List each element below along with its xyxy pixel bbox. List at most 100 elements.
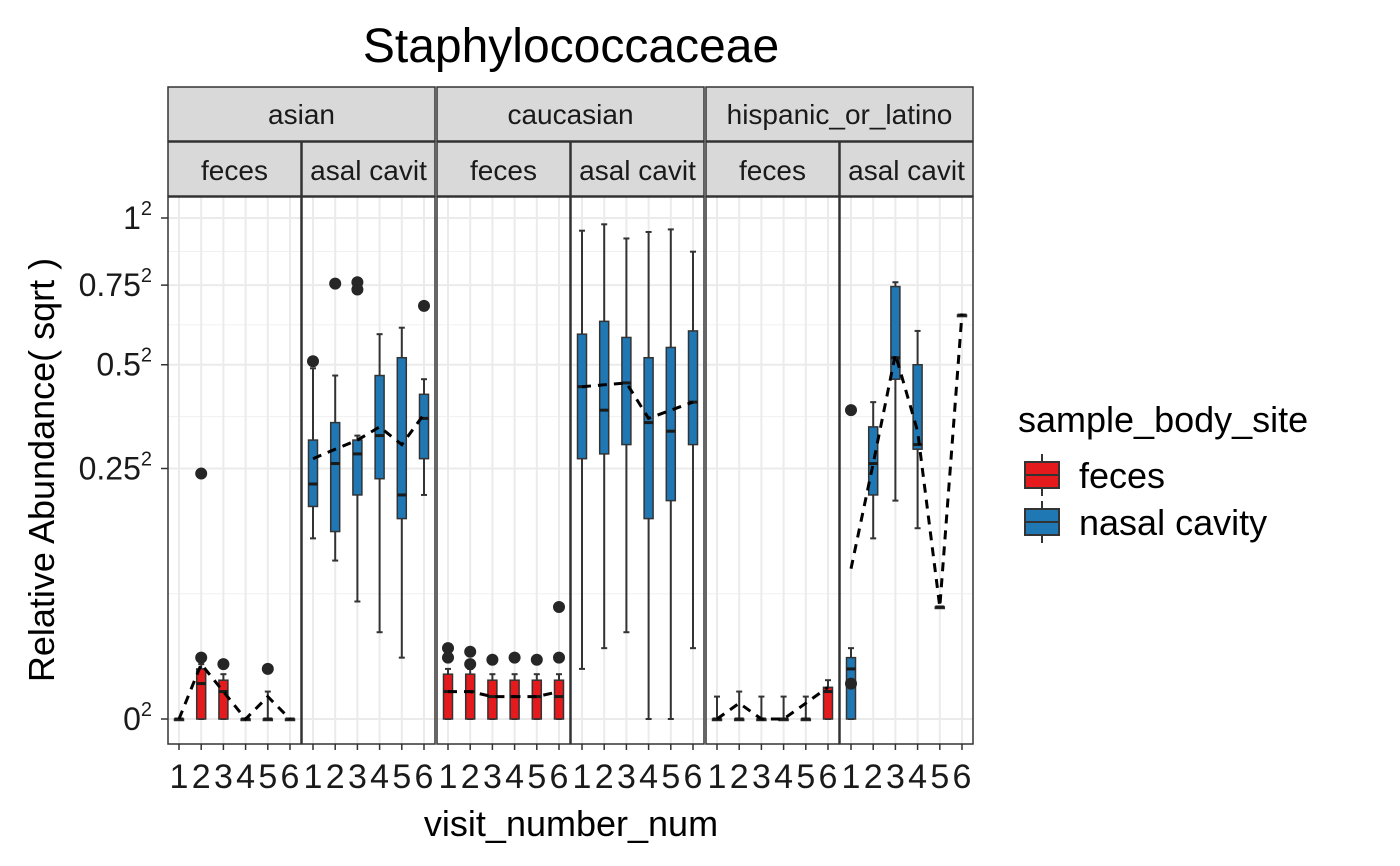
box-visit-3	[352, 434, 363, 603]
outlier-point	[307, 355, 319, 368]
box-iqr	[442, 673, 454, 720]
box-iqr	[396, 356, 408, 520]
x-tick-label: 2	[192, 758, 211, 796]
x-tick-label: 4	[774, 758, 793, 796]
x-tick-label: 1	[439, 758, 458, 796]
panel-border	[301, 196, 436, 745]
panel-asian-nasal-cavity	[301, 196, 436, 745]
y-axis: 02 0.252 0.52 0.752 12	[79, 198, 168, 737]
box-iqr	[643, 356, 654, 520]
y-axis-title: Relative Abundance( sqrt )	[21, 258, 62, 682]
x-tick-label: 5	[392, 758, 411, 796]
chart-title: Staphylococcaceae	[363, 20, 779, 73]
x-tick-label: 3	[752, 758, 771, 796]
box-visit-2	[598, 223, 610, 650]
outlier-point	[845, 404, 857, 417]
x-tick-label: 2	[864, 758, 883, 796]
box-visit-4	[374, 333, 385, 634]
outlier-point	[845, 677, 857, 690]
facet-substrip	[167, 141, 302, 197]
x-tick-label: 5	[258, 758, 277, 796]
outlier-point	[195, 467, 208, 480]
outlier-point	[553, 651, 565, 664]
box-iqr	[531, 679, 543, 720]
x-tick-label: 2	[595, 758, 614, 796]
box-visit-2	[733, 690, 745, 722]
facet-substrip	[436, 141, 571, 197]
facet-sublabel: feces	[201, 155, 268, 186]
outlier-point	[553, 600, 565, 613]
x-axis-title: visit_number_num	[424, 803, 718, 844]
panel-hispanic_or_latino-feces	[705, 196, 840, 745]
x-tick-label: 3	[348, 758, 367, 796]
mean-trend-line	[581, 381, 694, 421]
x-tick-label: 5	[661, 758, 680, 796]
x-tick-label: 6	[415, 758, 434, 796]
panel-hispanic_or_latino-nasal-cavity	[839, 196, 974, 745]
x-tick-label: 6	[684, 758, 703, 796]
box-iqr	[418, 393, 430, 460]
mean-trend-line	[849, 313, 964, 608]
x-tick-label: 2	[326, 758, 345, 796]
outlier-point	[464, 658, 477, 671]
mean-trend-line	[177, 661, 292, 722]
box-visit-3	[621, 237, 632, 634]
legend-label-nasal-cavity: nasal cavity	[1079, 502, 1267, 543]
panel-border	[705, 196, 840, 745]
x-tick-label: 4	[908, 758, 927, 796]
legend-key-nasal-cavity	[1024, 501, 1060, 543]
box-visit-5	[531, 673, 543, 720]
panel-caucasian-feces	[436, 196, 571, 745]
facet-sublabel: asal cavit	[579, 155, 696, 186]
y-tick-label: 0.752	[79, 265, 152, 303]
outlier-point	[418, 299, 430, 312]
mean-trend-line	[716, 686, 829, 721]
panel-border	[167, 196, 302, 745]
legend-label-feces: feces	[1079, 455, 1165, 496]
facet-strip-caucasian	[436, 86, 705, 142]
facet-substrip	[705, 141, 840, 197]
outlier-point	[351, 283, 364, 296]
box-iqr	[665, 346, 677, 502]
panel-caucasian-nasal-cavity	[570, 196, 705, 745]
outlier-point	[530, 653, 543, 666]
x-tick-label: 1	[170, 758, 189, 796]
box-visit-3	[218, 673, 229, 720]
panel-border	[839, 196, 974, 745]
outlier-point	[464, 645, 477, 658]
x-tick-label: 4	[639, 758, 658, 796]
panel-asian-feces	[167, 196, 302, 745]
x-tick-label: 1	[573, 758, 592, 796]
box-visit-6	[822, 679, 834, 720]
facet-sublabel: feces	[470, 155, 537, 186]
y-tick-label: 02	[123, 699, 152, 737]
outlier-point	[217, 658, 230, 671]
x-tick-label: 3	[886, 758, 905, 796]
x-tick-label: 5	[930, 758, 949, 796]
legend-title: sample_body_site	[1018, 399, 1308, 440]
box-iqr	[509, 679, 520, 720]
box-visit-5	[934, 605, 946, 610]
box-iqr	[553, 679, 565, 720]
box-iqr	[912, 363, 923, 450]
outlier-point	[195, 651, 208, 664]
facet-sublabel: feces	[739, 155, 806, 186]
x-tick-label: 1	[304, 758, 323, 796]
x-tick-label: 6	[819, 758, 838, 796]
box-iqr	[374, 374, 385, 480]
facet-substrip	[839, 141, 974, 197]
facet-sublabel: asal cavit	[310, 155, 427, 186]
outlier-point	[329, 277, 342, 290]
facet-substrip	[301, 141, 436, 197]
box-visit-6	[284, 717, 296, 722]
y-tick-label: 12	[123, 198, 152, 236]
y-tick-label: 0.252	[79, 449, 152, 487]
box-visit-2	[867, 401, 879, 540]
outlier-point	[261, 662, 274, 675]
outlier-point	[486, 653, 499, 666]
box-iqr	[576, 333, 588, 460]
facet-sublabel: asal cavit	[848, 155, 965, 186]
box-iqr	[687, 330, 699, 446]
box-iqr	[464, 673, 476, 720]
